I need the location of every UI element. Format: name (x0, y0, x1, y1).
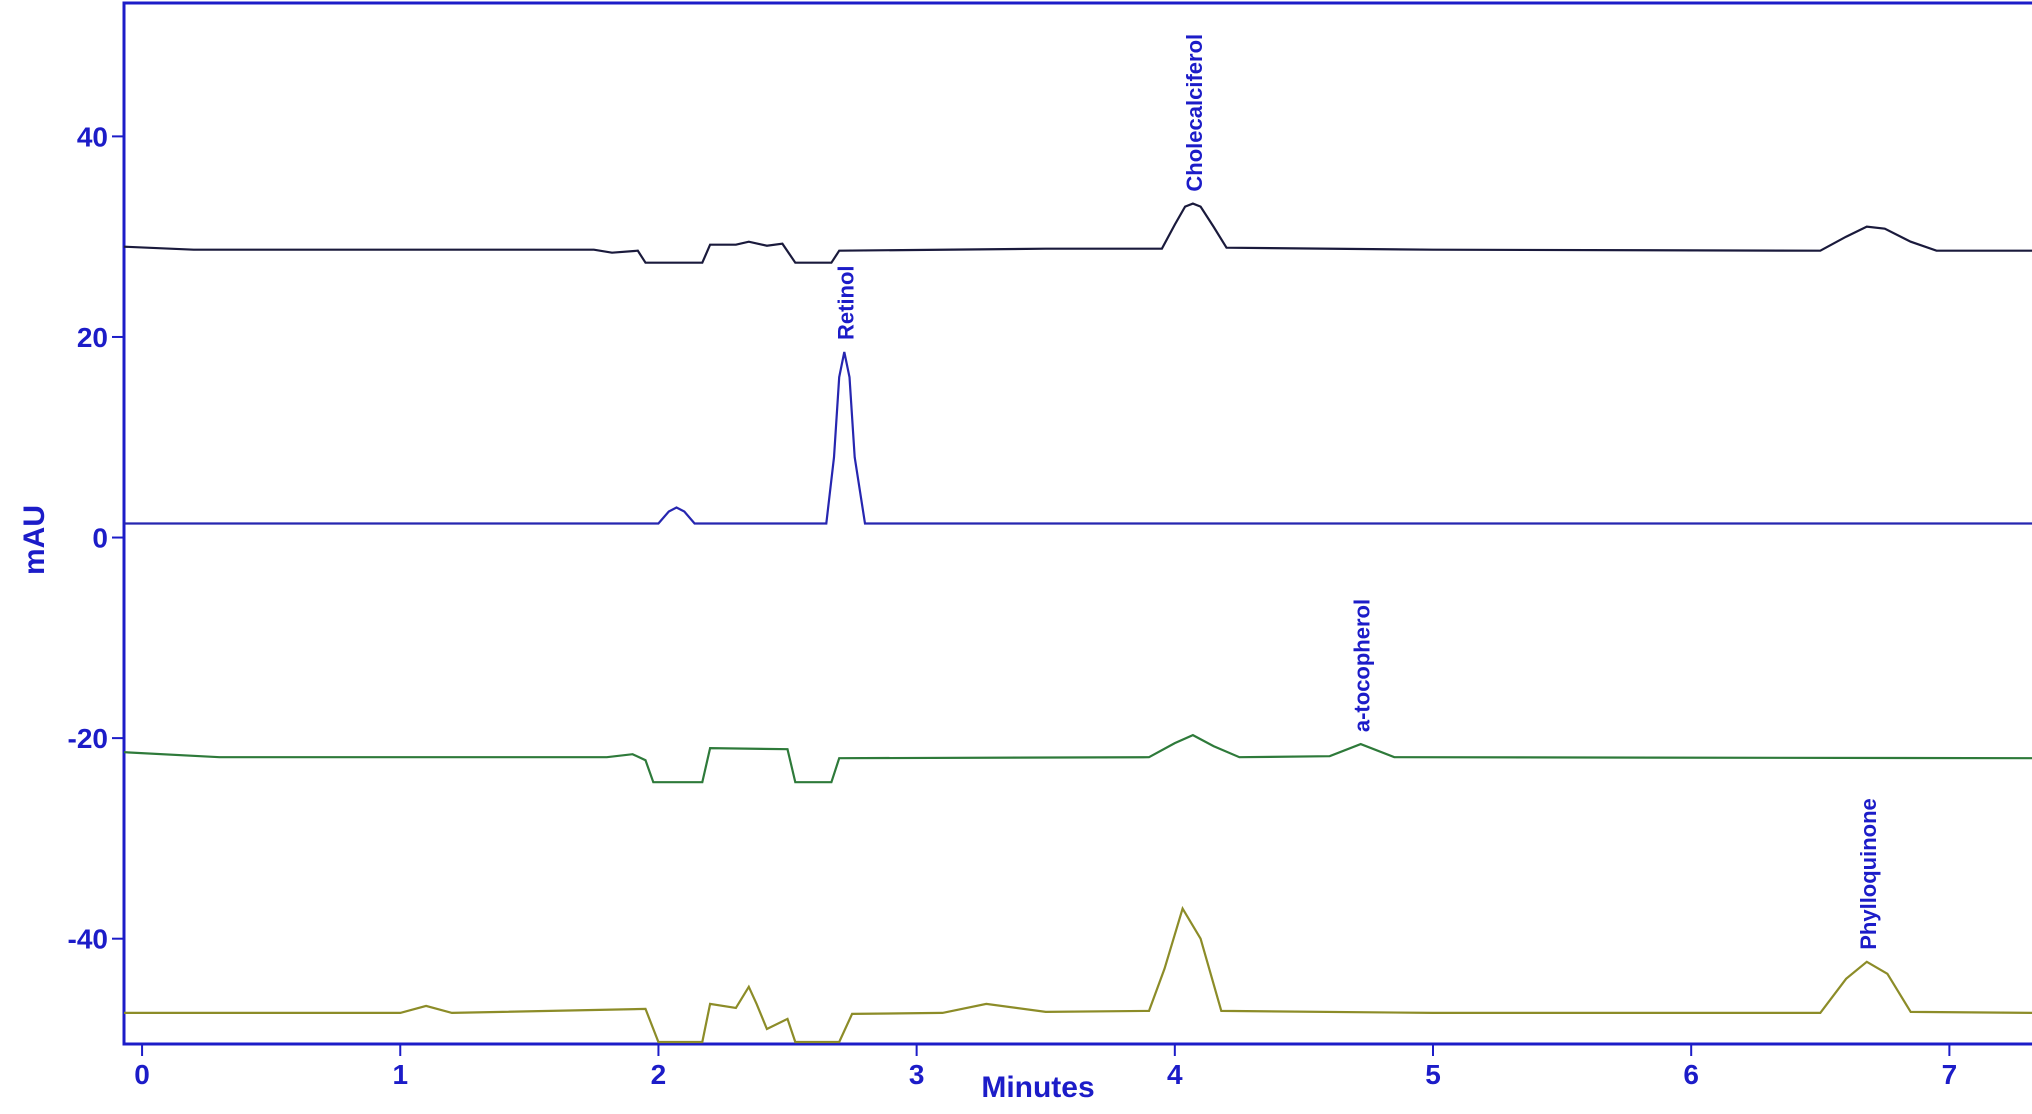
x-tick-label: 4 (1167, 1059, 1183, 1090)
peak-label: Cholecalciferol (1182, 34, 1207, 192)
x-tick-label: 5 (1425, 1059, 1441, 1090)
x-tick-label: 1 (392, 1059, 408, 1090)
chromatogram-line (124, 905, 2032, 1044)
peak-label: Phylloquinone (1856, 798, 1881, 950)
peak-label: a-tocopherol (1350, 599, 1375, 732)
y-tick-label: 20 (77, 322, 108, 353)
chromatogram-line (123, 202, 2032, 264)
y-axis-label: mAU (18, 505, 51, 575)
chromatogram-line (123, 733, 2032, 784)
x-tick-label: 3 (909, 1059, 925, 1090)
y-tick-label: 0 (92, 523, 108, 554)
chromatogram-line (124, 351, 2032, 525)
x-tick-label: 2 (651, 1059, 667, 1090)
y-tick-label: -20 (68, 723, 108, 754)
x-tick-label: 0 (134, 1059, 150, 1090)
x-tick-label: 7 (1942, 1059, 1958, 1090)
peak-label: Retinol (833, 265, 858, 340)
x-axis-label: Minutes (981, 1071, 1094, 1104)
y-tick-label: 40 (77, 121, 108, 152)
x-tick-label: 6 (1683, 1059, 1699, 1090)
y-tick-label: -40 (68, 924, 108, 955)
